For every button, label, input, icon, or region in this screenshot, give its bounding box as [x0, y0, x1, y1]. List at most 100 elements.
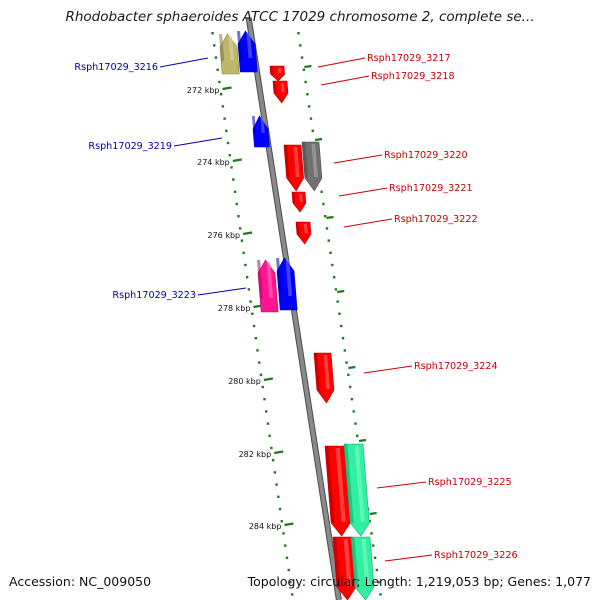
gene-features[interactable]: [219, 30, 375, 600]
scale-tick-major: [232, 158, 242, 163]
ruler-dot: [311, 129, 314, 132]
gene-arrow-shade: [273, 81, 277, 94]
ruler-dot: [244, 263, 247, 267]
ruler-dot: [334, 288, 338, 291]
ruler-dot: [320, 190, 323, 193]
gene-arrow[interactable]: [343, 443, 370, 537]
gene-arrow[interactable]: [283, 144, 304, 192]
ruler-dot: [324, 215, 327, 218]
gene-arrow-shade: [292, 192, 296, 203]
gene-label[interactable]: Rsph17029_3216: [74, 62, 158, 73]
ruler-dot: [226, 141, 230, 145]
ruler-dot: [354, 422, 357, 425]
ruler-dot: [273, 471, 277, 474]
ruler-dot: [373, 556, 377, 559]
ruler-dot: [216, 68, 219, 71]
gene-arrow[interactable]: [301, 141, 323, 192]
gene-label[interactable]: Rsph17029_3218: [371, 71, 455, 82]
ruler-dot: [254, 337, 257, 340]
ruler-dot: [214, 56, 218, 59]
gene-arrow[interactable]: [324, 445, 351, 537]
ruler-dot: [277, 495, 280, 498]
ruler-dot: [370, 532, 373, 535]
ruler-dot: [329, 251, 332, 254]
ruler-dot: [287, 568, 290, 572]
gene-label[interactable]: Rsph17029_3217: [367, 53, 451, 64]
ruler-dot: [375, 568, 379, 572]
ruler-dot: [233, 190, 237, 193]
gene-arrow[interactable]: [276, 257, 298, 311]
ruler-dot: [261, 385, 264, 389]
gene-arrow-body[interactable]: [295, 221, 312, 245]
label-leader-line: [343, 218, 393, 228]
ruler-dot: [245, 276, 249, 279]
gene-label[interactable]: Rsph17029_3221: [389, 183, 473, 194]
ruler-dot: [211, 32, 214, 35]
ruler-dot: [268, 434, 271, 437]
gene-arrow[interactable]: [219, 33, 240, 75]
scale-tick-minor: [326, 215, 334, 220]
gene-arrow[interactable]: [237, 30, 258, 73]
gene-arrow-highlight: [335, 448, 346, 522]
gene-arrow-body[interactable]: [301, 141, 323, 192]
ruler-dot: [247, 288, 251, 291]
ruler-dot: [221, 105, 225, 108]
gene-arrow[interactable]: [350, 536, 375, 600]
gene-label[interactable]: Rsph17029_3226: [434, 550, 518, 561]
scale-tick-major: [274, 450, 284, 455]
ruler-dot: [306, 93, 309, 96]
gene-arrow-shade: [270, 66, 274, 75]
ruler-dot: [228, 154, 232, 157]
label-leader-line: [173, 137, 223, 147]
ruler-dot: [356, 434, 359, 437]
ruler-dot: [372, 544, 375, 547]
ruler-dot: [240, 239, 244, 242]
gene-arrow-highlight: [323, 355, 330, 389]
gene-arrow-body[interactable]: [272, 80, 289, 104]
gene-arrow-shade: [237, 31, 243, 59]
ruler-dot: [304, 80, 307, 84]
gene-arrow-highlight: [280, 83, 285, 93]
ruler-dot: [251, 312, 254, 315]
gene-arrow[interactable]: [252, 115, 270, 148]
ruler-dot: [302, 68, 306, 71]
gene-arrow-highlight: [246, 33, 253, 58]
ruler-dot: [331, 263, 334, 267]
ruler-dot: [235, 202, 238, 206]
ruler-dot: [341, 337, 345, 340]
gene-arrow-shade: [257, 260, 264, 299]
ruler-dot: [237, 215, 240, 218]
gene-arrow[interactable]: [332, 536, 357, 600]
scale-label: 278 kbp: [218, 304, 251, 313]
gene-arrow-shade: [314, 353, 321, 390]
gene-arrow-highlight: [228, 36, 235, 60]
ruler-dot: [232, 178, 235, 181]
gene-arrow-highlight: [299, 194, 303, 202]
gene-label[interactable]: Rsph17029_3225: [428, 477, 512, 488]
scale-tick-minor: [337, 289, 345, 294]
ruler-dot: [343, 349, 347, 352]
ruler-dot: [347, 373, 350, 376]
gene-label[interactable]: Rsph17029_3220: [384, 150, 468, 161]
gene-label[interactable]: Rsph17029_3224: [414, 361, 498, 372]
gene-label[interactable]: Rsph17029_3222: [394, 214, 478, 225]
gene-arrow[interactable]: [295, 221, 312, 245]
ruler-dot: [327, 239, 330, 242]
gene-arrow[interactable]: [291, 191, 307, 213]
gene-label[interactable]: Rsph17029_3219: [88, 141, 172, 152]
gene-arrow[interactable]: [313, 352, 335, 404]
gene-arrow-highlight: [277, 68, 282, 74]
accession-text: Accession: NC_009050: [9, 574, 152, 589]
scale-tick-minor: [348, 365, 356, 370]
ruler-dot: [249, 300, 252, 303]
gene-arrow[interactable]: [257, 259, 279, 313]
gene-arrow-shade: [252, 116, 257, 134]
ruler-dot: [379, 593, 382, 596]
ruler-dot: [307, 105, 311, 108]
gene-arrow[interactable]: [272, 80, 289, 104]
ruler-dot: [285, 556, 289, 559]
ruler-dot: [352, 410, 355, 413]
gene-label[interactable]: Rsph17029_3223: [112, 290, 196, 301]
gene-arrow[interactable]: [269, 65, 285, 82]
gene-arrow-shade: [219, 34, 225, 61]
